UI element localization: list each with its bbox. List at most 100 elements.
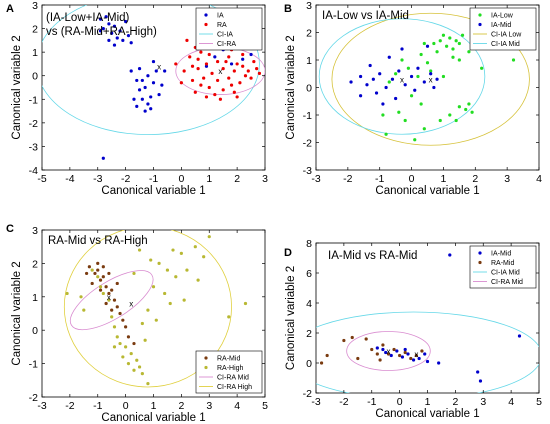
- point-ia-26: [146, 74, 150, 78]
- point-ia-16: [135, 78, 139, 83]
- point-ia-39: [249, 52, 253, 57]
- point-ia-mid-14: [517, 334, 522, 338]
- point-ra-high-35: [149, 258, 153, 262]
- y-tick-label: 2: [306, 28, 312, 40]
- point-ra-high-18: [112, 345, 117, 349]
- point-ia-low-2: [445, 44, 449, 48]
- point-ia-low-13: [425, 61, 430, 65]
- point-ra-37: [255, 67, 259, 71]
- point-ra-22: [190, 78, 195, 83]
- x-axis-label: Canonical variable 1: [101, 185, 205, 197]
- point-ia-mid-2: [365, 83, 369, 87]
- legend-label: IA-Mid: [491, 251, 511, 258]
- point-ra-mid-0: [87, 265, 91, 269]
- x-axis-label: Canonical variable 1: [375, 185, 479, 197]
- point-ra-high-8: [118, 341, 122, 346]
- point-ia-low-12: [419, 52, 423, 57]
- point-ia-mid-1: [384, 350, 388, 355]
- ci-ellipse-0: [331, 12, 530, 146]
- legend: RA-Mid RA-High CI-RA Mid CI-RA High: [195, 350, 263, 394]
- point-ra-42: [174, 62, 178, 66]
- point-ra-mid-8: [403, 350, 407, 355]
- point-ia-17: [137, 88, 142, 92]
- legend-marker: [204, 13, 208, 17]
- point-ra-45: [227, 55, 231, 59]
- point-ra-high-39: [243, 301, 248, 306]
- x-tick-label: -3: [93, 173, 102, 185]
- point-ra-21: [243, 74, 248, 78]
- x-axis-label: Canonical variable 1: [101, 412, 205, 424]
- centroid-marker-0: x: [386, 347, 390, 356]
- point-ia-mid-21: [381, 102, 385, 106]
- point-ra-43: [257, 71, 262, 75]
- point-ia-23: [151, 81, 156, 85]
- legend-label: RA-High: [217, 365, 244, 372]
- point-ra-high-41: [82, 308, 86, 312]
- point-ra-47: [196, 57, 200, 61]
- point-ia-low-1: [438, 39, 442, 43]
- point-ia-low-27: [467, 102, 471, 106]
- plot-area: xx: [42, 5, 265, 160]
- point-ia-low-17: [394, 72, 398, 76]
- point-ra-26: [221, 88, 225, 92]
- point-ra-17: [221, 67, 225, 71]
- point-ra-28: [235, 95, 239, 99]
- legend-label: RA-Mid: [491, 260, 514, 267]
- centroid-marker-0: x: [400, 75, 404, 84]
- point-ra-39: [190, 64, 195, 68]
- y-tick-label: -3: [29, 141, 38, 153]
- point-ia-low-6: [457, 41, 461, 46]
- x-tick-label: -2: [65, 400, 74, 412]
- point-ra-13: [196, 67, 200, 71]
- y-axis-label: Canonical variable 2: [11, 261, 23, 365]
- y-tick-label: -2: [303, 138, 312, 150]
- point-ra-16: [216, 78, 220, 83]
- point-ra-44: [204, 95, 209, 99]
- point-ia-low-21: [397, 110, 401, 114]
- point-ra-33: [216, 59, 220, 64]
- point-ra-mid-11: [378, 358, 382, 362]
- point-ia-mid-2: [389, 353, 393, 358]
- point-ia-mid-0: [349, 80, 353, 84]
- point-ra-mid-17: [96, 261, 100, 265]
- point-ra-mid-12: [124, 325, 128, 329]
- point-ia-mid-19: [425, 44, 430, 48]
- point-ra-18: [227, 76, 231, 80]
- legend-marker: [478, 260, 482, 265]
- point-ra-high-3: [101, 291, 105, 296]
- centroid-marker-0: x: [157, 62, 161, 71]
- point-ra-high-9: [124, 345, 128, 349]
- x-tick-label: 0: [123, 400, 129, 412]
- point-ia-8: [124, 19, 128, 24]
- point-ia-1: [101, 26, 105, 31]
- legend-marker: [478, 22, 482, 27]
- point-ia-32: [101, 156, 105, 160]
- point-ia-mid-16: [423, 352, 427, 356]
- point-ia-low-14: [429, 69, 433, 73]
- point-ra-20: [238, 81, 242, 85]
- point-ia-36: [213, 55, 217, 59]
- point-ra-mid-21: [132, 341, 136, 346]
- point-ra-high-24: [168, 301, 172, 306]
- point-ra-high-17: [132, 368, 136, 372]
- point-ra-high-7: [115, 335, 119, 339]
- x-tick-label: 0: [409, 173, 415, 185]
- point-ia-low-20: [419, 102, 423, 106]
- point-ra-high-29: [202, 255, 206, 259]
- x-tick-label: 2: [452, 396, 458, 408]
- chart-title-line-0: (IA-Low+IA-Mid): [46, 12, 130, 24]
- point-ra-35: [199, 50, 203, 54]
- point-ia-low-38: [441, 74, 446, 79]
- point-ia-low-22: [381, 113, 385, 117]
- x-tick-label: 1: [441, 173, 447, 185]
- centroid-marker-1: x: [429, 75, 433, 84]
- x-tick-label: -3: [311, 173, 320, 185]
- point-ia-mid-9: [409, 74, 414, 79]
- y-tick-label: 4: [306, 298, 312, 310]
- point-ia-low-18: [387, 80, 391, 84]
- x-axis-label: Canonical variable 1: [375, 408, 479, 420]
- point-ia-0: [98, 17, 103, 21]
- point-ra-36: [249, 76, 253, 80]
- x-tick-label: 1: [206, 173, 212, 185]
